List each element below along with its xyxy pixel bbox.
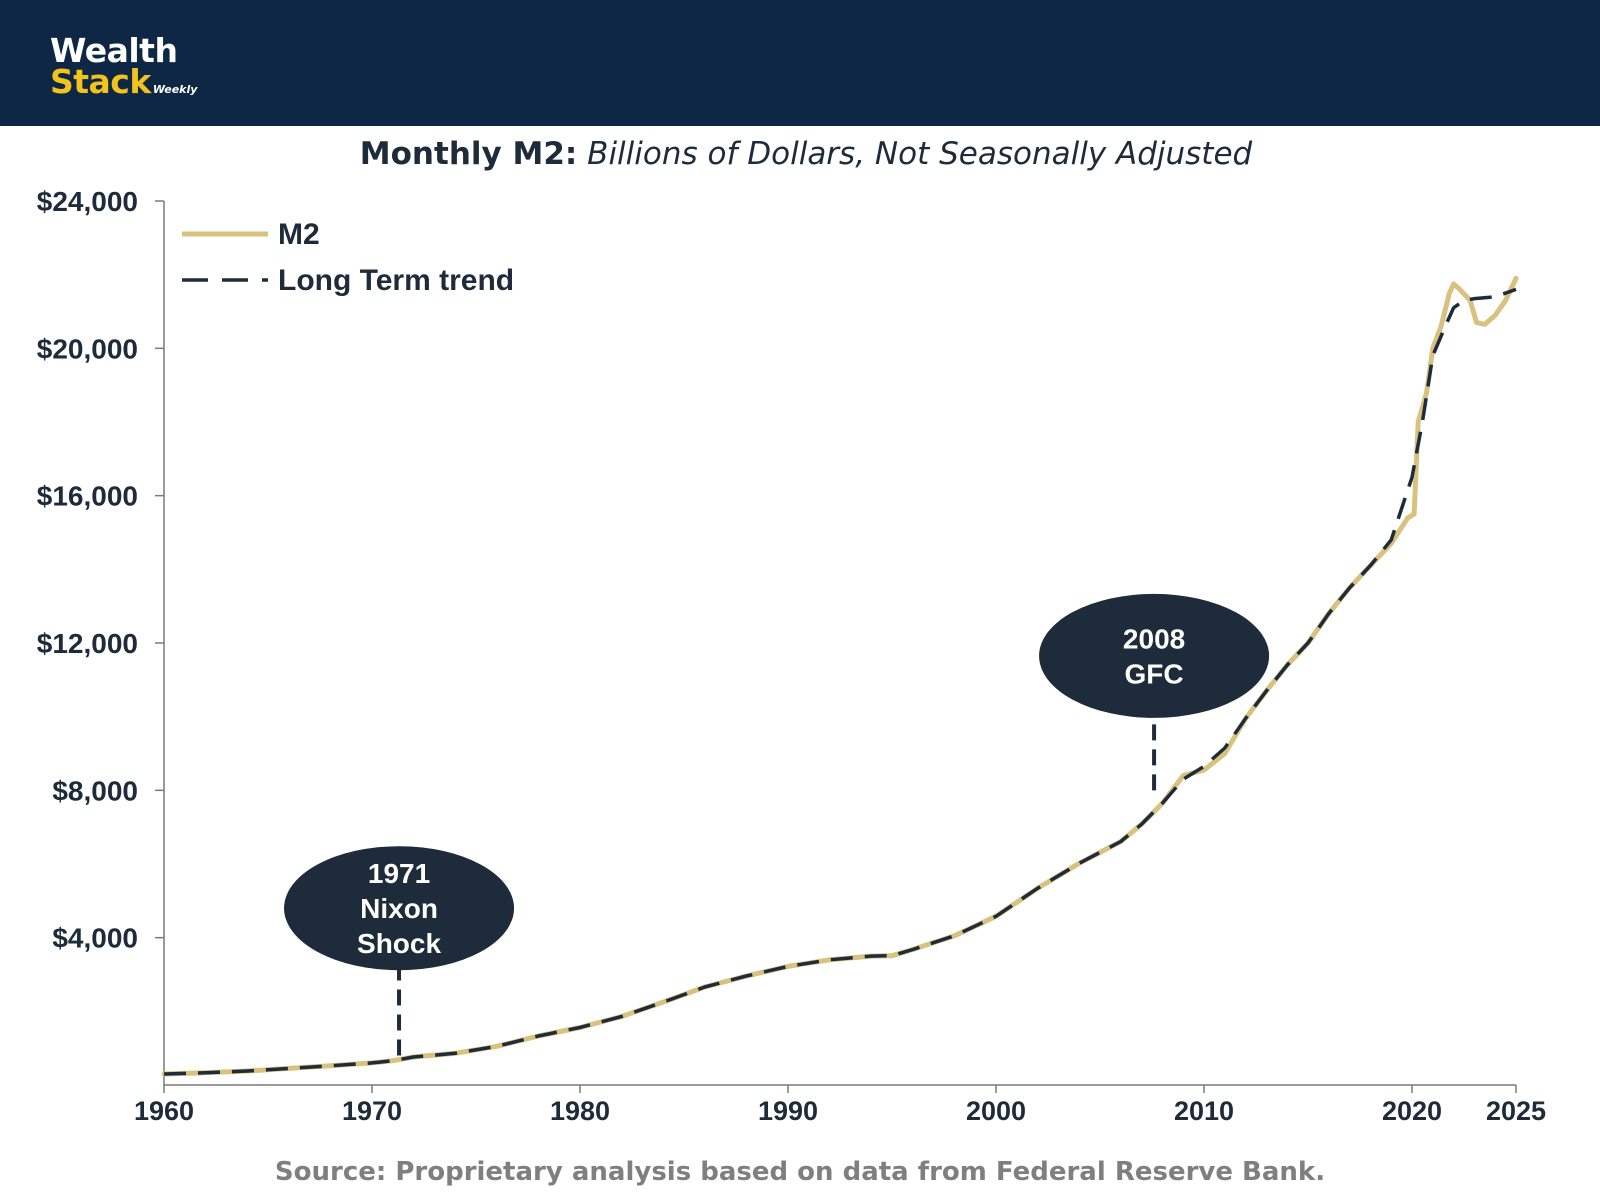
chart-title-italic: Billions of Dollars, Not Seasonally Adju… (577, 136, 1253, 172)
y-tick-label: $8,000 (52, 775, 138, 806)
x-tick-label: 2000 (966, 1096, 1026, 1126)
legend-trend-label: Long Term trend (278, 264, 514, 297)
annotation-label: Shock (357, 928, 441, 959)
x-tick-label: 2020 (1382, 1096, 1442, 1126)
annotation-bubble (1039, 593, 1270, 718)
annotation-label: GFC (1125, 658, 1184, 689)
y-tick-label: $24,000 (37, 186, 138, 217)
x-tick-label: 1980 (550, 1096, 610, 1126)
legend-m2-label: M2 (278, 218, 320, 251)
annotation-label: 1971 (368, 858, 430, 889)
annotation-bubble (284, 846, 515, 971)
y-tick-label: $12,000 (37, 628, 138, 659)
y-tick-label: $16,000 (37, 481, 138, 512)
chart-title: Monthly M2: Billions of Dollars, Not Sea… (0, 136, 1600, 172)
x-tick-label: 2010 (1174, 1096, 1234, 1126)
chart-title-bold: Monthly M2: (359, 136, 578, 172)
annotation-label: Nixon (360, 893, 438, 924)
wealth-stack-logo[interactable]: Wealth Stack Weekly (50, 34, 197, 98)
source-note: Source: Proprietary analysis based on da… (274, 1157, 1326, 1187)
x-tick-label: 2025 (1486, 1096, 1546, 1126)
y-tick-label: $4,000 (52, 923, 138, 954)
logo-stack-text: Stack (50, 62, 151, 101)
y-tick-label: $20,000 (37, 333, 138, 364)
annotation-label: 2008 (1123, 623, 1185, 654)
x-tick-label: 1990 (758, 1096, 818, 1126)
header-bar: Wealth Stack Weekly (0, 0, 1600, 126)
logo-weekly-text: Weekly (152, 83, 198, 96)
long-term-trend-line (163, 287, 1517, 1076)
logo-wealth-text: Wealth (50, 31, 178, 70)
x-tick-label: 1960 (134, 1096, 194, 1126)
x-tick-label: 1970 (342, 1096, 402, 1126)
